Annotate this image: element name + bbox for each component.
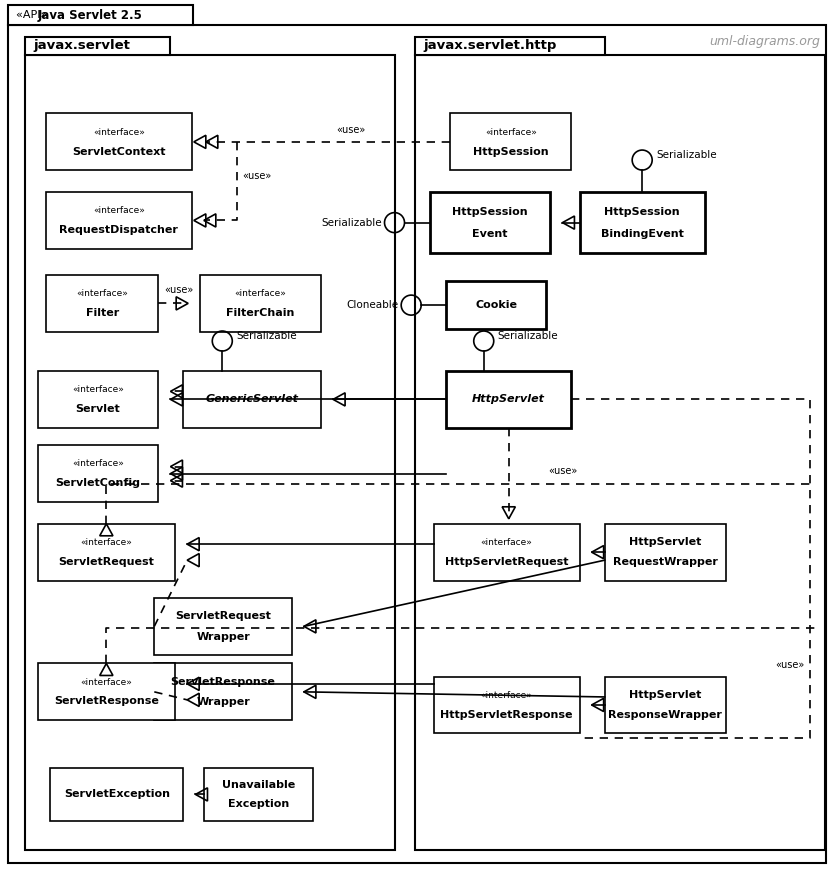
Bar <box>38 371 158 428</box>
Text: Wrapper: Wrapper <box>196 697 250 707</box>
Text: «use»: «use» <box>776 660 805 670</box>
Text: ServletResponse: ServletResponse <box>171 677 275 687</box>
Bar <box>450 113 571 170</box>
Bar <box>38 524 175 581</box>
Text: HttpSession: HttpSession <box>452 207 528 217</box>
Text: Serializable: Serializable <box>498 331 559 341</box>
Bar <box>38 663 175 720</box>
Bar <box>434 524 580 581</box>
Text: Serializable: Serializable <box>236 331 297 341</box>
Bar <box>446 371 571 428</box>
Text: ServletContext: ServletContext <box>72 147 166 156</box>
Bar <box>38 445 158 502</box>
Text: Event: Event <box>472 229 508 238</box>
Bar <box>46 192 192 249</box>
Bar <box>430 192 550 253</box>
Bar <box>183 371 321 428</box>
Bar <box>580 192 705 253</box>
Text: GenericServlet: GenericServlet <box>206 395 299 404</box>
Text: «interface»: «interface» <box>480 538 533 547</box>
Bar <box>605 677 726 733</box>
Text: «interface»: «interface» <box>93 127 145 137</box>
Text: uml-diagrams.org: uml-diagrams.org <box>709 35 820 48</box>
Bar <box>46 113 192 170</box>
Text: ServletRequest: ServletRequest <box>58 557 154 567</box>
Bar <box>605 524 726 581</box>
Text: HttpSession: HttpSession <box>605 207 680 217</box>
Text: ServletResponse: ServletResponse <box>54 697 158 706</box>
Text: FilterChain: FilterChain <box>227 308 294 318</box>
Text: «interface»: «interface» <box>234 289 287 299</box>
Bar <box>200 275 321 332</box>
Bar <box>415 55 825 850</box>
Text: Exception: Exception <box>228 799 289 809</box>
Text: «interface»: «interface» <box>76 289 128 299</box>
Bar <box>25 37 170 55</box>
Text: «interface»: «interface» <box>72 459 124 469</box>
Text: «use»: «use» <box>336 125 366 134</box>
Text: HttpServletRequest: HttpServletRequest <box>445 557 569 567</box>
Bar <box>415 37 605 55</box>
Text: HttpSession: HttpSession <box>473 147 549 156</box>
Bar <box>50 768 183 821</box>
Text: «interface»: «interface» <box>485 127 537 137</box>
Text: HttpServlet: HttpServlet <box>629 690 701 700</box>
Text: HttpServlet: HttpServlet <box>629 537 701 547</box>
Text: BindingEvent: BindingEvent <box>600 229 684 238</box>
Text: Serializable: Serializable <box>321 217 381 228</box>
Bar <box>446 281 546 329</box>
Bar <box>8 5 193 25</box>
Text: ServletException: ServletException <box>63 789 170 800</box>
Text: «use»: «use» <box>549 466 578 476</box>
Text: javax.servlet: javax.servlet <box>33 39 130 52</box>
Text: ServletRequest: ServletRequest <box>175 611 271 622</box>
Bar <box>154 663 292 720</box>
Bar <box>434 677 580 733</box>
Text: javax.servlet.http: javax.servlet.http <box>423 39 556 52</box>
Bar <box>154 598 292 655</box>
Text: Serializable: Serializable <box>656 150 716 160</box>
Text: «API»: «API» <box>16 10 51 20</box>
Text: «interface»: «interface» <box>72 385 124 395</box>
Text: «interface»: «interface» <box>480 691 533 700</box>
Text: «interface»: «interface» <box>80 538 133 547</box>
Text: RequestDispatcher: RequestDispatcher <box>59 225 178 235</box>
Bar <box>25 55 395 850</box>
Text: Filter: Filter <box>86 308 118 318</box>
Text: Cookie: Cookie <box>475 300 517 310</box>
Text: ServletConfig: ServletConfig <box>56 478 140 488</box>
Text: «interface»: «interface» <box>93 206 145 216</box>
Text: HttpServletResponse: HttpServletResponse <box>440 710 573 719</box>
Bar <box>204 768 313 821</box>
Text: Wrapper: Wrapper <box>196 631 250 642</box>
Text: Unavailable: Unavailable <box>222 780 295 790</box>
Bar <box>46 275 158 332</box>
Text: Servlet: Servlet <box>76 404 120 414</box>
Text: RequestWrapper: RequestWrapper <box>613 557 717 567</box>
Text: HttpServlet: HttpServlet <box>472 395 545 404</box>
Text: ResponseWrapper: ResponseWrapper <box>608 710 722 720</box>
Text: «interface»: «interface» <box>80 677 133 687</box>
Text: Java Servlet 2.5: Java Servlet 2.5 <box>38 9 143 22</box>
Text: «use»: «use» <box>164 285 194 295</box>
Text: «use»: «use» <box>242 171 271 182</box>
Text: Cloneable: Cloneable <box>346 300 398 310</box>
